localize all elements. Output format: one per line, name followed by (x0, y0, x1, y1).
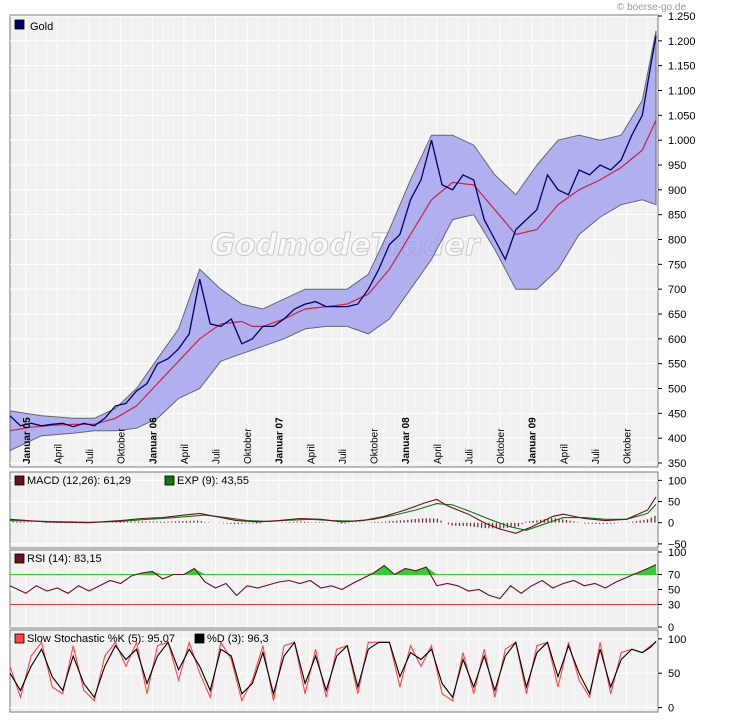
x-axis-date-label: Januar 05 (22, 417, 33, 464)
price-y-tick-label: 900 (668, 185, 686, 197)
x-axis-date-label: Juli (338, 449, 349, 464)
chart-labels: 3504004505005506006507007508008509009501… (14, 11, 696, 715)
price-y-tick-label: 550 (668, 359, 686, 371)
price-y-tick-label: 1.050 (668, 110, 696, 122)
indicator-legend-label: EXP (9): 43,55 (177, 475, 249, 487)
gold-price-line (9, 35, 657, 428)
indicator-legend-swatch (164, 475, 175, 486)
rsi-y-tick-label: 100 (668, 547, 686, 559)
price-y-tick-label: 950 (668, 160, 686, 172)
stochastic-y-tick-label: 0 (668, 703, 674, 715)
indicator-legend-swatch (194, 633, 205, 644)
macd-line (9, 496, 657, 534)
macd-panel-background (9, 471, 659, 549)
macd-signal-line (9, 503, 657, 531)
x-axis-date-label: Januar 08 (401, 417, 412, 464)
x-axis-date-label: Oktober (117, 428, 128, 464)
x-axis-date-label: April (559, 444, 570, 464)
price-y-tick-label: 1.000 (668, 135, 696, 147)
price-y-tick-label: 700 (668, 284, 686, 296)
x-axis-date-label: Oktober (243, 428, 254, 464)
x-axis-date-label: Juli (464, 449, 475, 464)
macd-y-tick-label: 100 (668, 475, 686, 487)
x-axis-date-label: Oktober (496, 428, 507, 464)
stochastic-panel-background (9, 629, 659, 713)
price-y-tick-label: 1.200 (668, 36, 696, 48)
indicator-legend-label: MACD (12,26): 61,29 (27, 475, 131, 487)
x-axis-date-label: April (53, 444, 64, 464)
price-y-tick-label: 1.100 (668, 86, 696, 98)
price-y-tick-label: 650 (668, 309, 686, 321)
x-axis-date-label: April (433, 444, 444, 464)
gold-legend-swatch (14, 19, 25, 30)
chart-marks (9, 30, 658, 703)
gold-legend-label: Gold (30, 21, 53, 33)
price-y-tick-label: 750 (668, 259, 686, 271)
x-axis-date-label: Juli (211, 449, 222, 464)
x-axis-date-label: April (180, 444, 191, 464)
x-axis-date-label: Januar 06 (148, 417, 159, 464)
stochastic-y-tick-label: 100 (668, 634, 686, 646)
price-y-tick-label: 1.150 (668, 61, 696, 73)
price-y-tick-label: 400 (668, 433, 686, 445)
stochastic-y-tick-label: 50 (668, 668, 680, 680)
rsi-y-tick-label: 70 (668, 570, 680, 582)
rsi-line (9, 564, 657, 600)
bollinger-band (9, 30, 657, 452)
x-axis-date-label: Juli (591, 449, 602, 464)
price-y-tick-label: 600 (668, 334, 686, 346)
price-y-tick-label: 800 (668, 235, 686, 247)
x-axis-date-label: Januar 09 (528, 417, 539, 464)
rsi-y-tick-label: 30 (668, 600, 680, 612)
indicator-legend-label: Slow Stochastic %K (5): 95,07 (27, 633, 175, 645)
stochastic-d-line (9, 641, 657, 699)
price-y-tick-label: 450 (668, 408, 686, 420)
indicator-legend-swatch (14, 475, 25, 486)
price-y-tick-label: 850 (668, 210, 686, 222)
x-axis-date-label: Oktober (370, 428, 381, 464)
x-axis-date-label: Oktober (622, 428, 633, 464)
indicator-legend-label: RSI (14): 83,15 (27, 553, 102, 565)
macd-y-tick-label: 0 (668, 518, 674, 530)
x-axis-date-label: Januar 07 (275, 417, 286, 464)
macd-y-tick-label: 50 (668, 497, 680, 509)
x-axis-date-label: April (306, 444, 317, 464)
x-axis-date-label: Juli (85, 449, 96, 464)
indicator-legend-swatch (14, 553, 25, 564)
indicator-legend-label: %D (3): 96,3 (207, 633, 269, 645)
macd-y-tick-label: −50 (668, 539, 687, 551)
source-label: © boerse-go.de (617, 2, 687, 13)
rsi-y-tick-label: 0 (668, 622, 674, 634)
indicator-legend-swatch (14, 633, 25, 644)
price-y-tick-label: 1.250 (668, 11, 696, 23)
rsi-y-tick-label: 50 (668, 585, 680, 597)
price-y-tick-label: 500 (668, 384, 686, 396)
price-y-tick-label: 350 (668, 458, 686, 470)
